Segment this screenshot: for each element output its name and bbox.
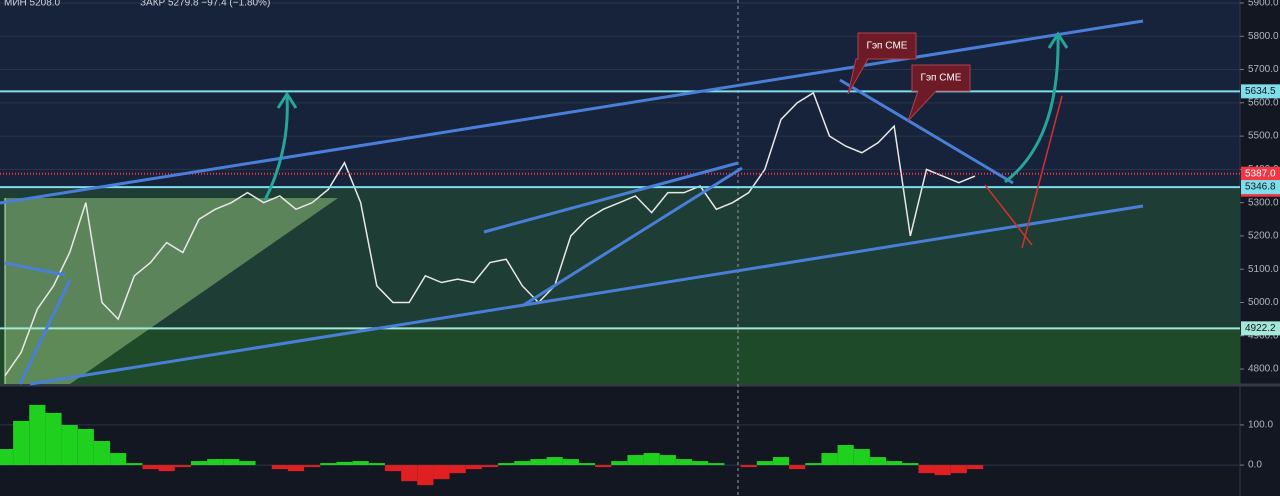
y-tick-label: 4800.0: [1248, 364, 1279, 375]
level-label: 4922.2: [1245, 323, 1276, 334]
y-tick-label: 5800.0: [1248, 31, 1279, 42]
trend-lines: [0, 19, 1144, 386]
histogram-bar: [304, 465, 321, 468]
histogram-bar: [659, 455, 676, 466]
histogram-bar: [546, 457, 563, 466]
histogram-bar: [934, 465, 951, 476]
histogram-bar: [93, 440, 111, 466]
y-tick-label: 5500.0: [1248, 131, 1279, 142]
histogram-bar: [530, 459, 547, 466]
histogram-bar: [142, 465, 159, 470]
histogram-bar: [77, 428, 94, 466]
histogram-bar: [562, 459, 579, 466]
level-label: 5387.0: [1245, 168, 1276, 179]
y-tick-label: 5100.0: [1248, 264, 1279, 275]
histogram-bar: [336, 461, 353, 466]
histogram-bar: [320, 463, 337, 466]
level-badge: [1241, 166, 1280, 181]
price-line: [4, 91, 976, 377]
histogram-bar: [611, 461, 628, 466]
histogram-bar: [110, 453, 127, 466]
histogram-bar: [966, 465, 984, 470]
level-badge: [1241, 321, 1280, 336]
histogram-bar: [821, 453, 838, 466]
histogram-bar: [789, 465, 806, 470]
histogram-bar: [368, 463, 385, 466]
oscillator-pane: [0, 388, 1240, 496]
level-label: 5634.5: [1245, 86, 1276, 97]
y-tick-label: 0.0: [1248, 460, 1262, 471]
histogram-bar: [578, 463, 596, 466]
histogram-bar: [643, 453, 660, 466]
histogram-bar: [401, 465, 418, 482]
annotation: Гэп CME: [921, 73, 962, 84]
y-tick-label: 5600.0: [1248, 97, 1279, 108]
level-badge: [1241, 84, 1280, 99]
histogram-bar: [190, 461, 208, 466]
histogram-bar: [352, 461, 369, 466]
y-tick-label: 4900.0: [1248, 330, 1279, 341]
histogram-bar: [417, 465, 434, 486]
histogram-bar: [465, 465, 482, 470]
histogram-bar: [61, 424, 78, 466]
histogram-bar: [627, 455, 644, 466]
histogram-bar: [708, 463, 725, 466]
histogram-bar: [384, 465, 402, 472]
y-tick-label: 5300.0: [1248, 197, 1279, 208]
histogram-bar: [692, 461, 709, 466]
header-close: ЗАКР 5279.8 −97.4 (−1.80%): [140, 0, 270, 9]
y-tick-label: 5900.0: [1248, 0, 1279, 9]
histogram-bar: [805, 463, 822, 466]
histogram-bar: [45, 412, 62, 466]
level-label: 5346.8: [1245, 182, 1276, 193]
histogram-bar: [433, 465, 450, 480]
histogram-bar: [886, 461, 903, 466]
histogram-bar: [0, 449, 14, 466]
y-tick-label: 5000.0: [1248, 297, 1279, 308]
histogram-bar: [950, 465, 967, 474]
histogram-bar: [498, 463, 515, 466]
histogram-bar: [207, 459, 224, 466]
histogram-bar: [756, 461, 773, 466]
histogram-bar: [853, 449, 870, 466]
histogram-bar: [740, 465, 757, 468]
histogram-bar: [918, 465, 935, 474]
histogram-bar: [514, 461, 531, 466]
histogram-bar: [869, 457, 887, 466]
triangle-pattern: [5, 198, 338, 384]
histogram-bar: [595, 465, 612, 468]
level-badge: [1241, 180, 1280, 195]
y-tick-label: 100.0: [1248, 420, 1273, 431]
histogram-bar: [287, 465, 305, 472]
histogram-bar: [481, 465, 499, 468]
histogram-bar: [837, 445, 854, 466]
zone: [0, 328, 1240, 384]
histogram-bar: [29, 404, 46, 466]
histogram-bar: [13, 420, 30, 466]
histogram-bar: [902, 463, 919, 466]
histogram-bar: [158, 465, 175, 472]
header-low: МИН 5208.0: [4, 0, 61, 9]
y-tick-label: 5700.0: [1248, 64, 1279, 75]
y-tick-label: 5200.0: [1248, 231, 1279, 242]
histogram-bar: [126, 463, 143, 466]
arrows: [263, 31, 1069, 249]
annotation: Гэп CME: [867, 41, 908, 52]
histogram-bar: [223, 459, 240, 466]
histogram-bar: [174, 465, 191, 468]
histogram-bar: [772, 457, 790, 466]
histogram-bar: [449, 465, 466, 474]
cme-callout: Гэп CME Гэп CME: [847, 32, 971, 122]
histogram-bar: [271, 465, 288, 470]
histogram-bar: [239, 461, 256, 466]
histogram-bar: [675, 459, 693, 466]
